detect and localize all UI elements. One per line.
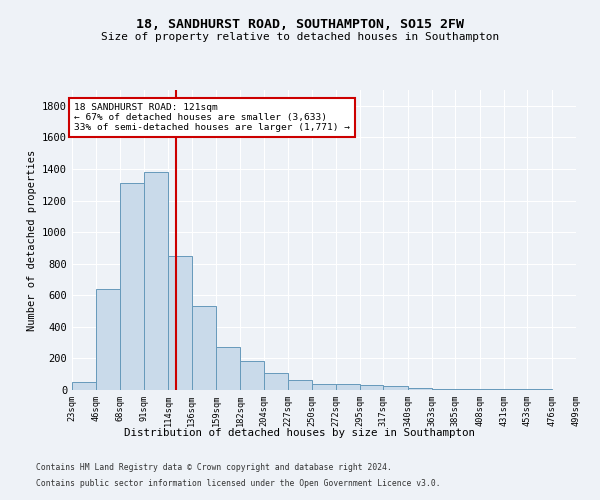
Bar bbox=[383, 386, 407, 390]
Text: 18, SANDHURST ROAD, SOUTHAMPTON, SO15 2FW: 18, SANDHURST ROAD, SOUTHAMPTON, SO15 2F… bbox=[136, 18, 464, 30]
Text: 18 SANDHURST ROAD: 121sqm
← 67% of detached houses are smaller (3,633)
33% of se: 18 SANDHURST ROAD: 121sqm ← 67% of detac… bbox=[74, 102, 350, 132]
Bar bbox=[241, 361, 263, 390]
Bar bbox=[479, 389, 504, 390]
Text: Contains public sector information licensed under the Open Government Licence v3: Contains public sector information licen… bbox=[36, 478, 440, 488]
Bar bbox=[72, 382, 97, 390]
Bar bbox=[191, 306, 216, 390]
Bar bbox=[407, 388, 432, 390]
Bar bbox=[455, 389, 479, 390]
Bar bbox=[288, 380, 313, 390]
Bar bbox=[97, 289, 119, 390]
Bar bbox=[144, 172, 169, 390]
Bar bbox=[169, 256, 191, 390]
Text: Contains HM Land Registry data © Crown copyright and database right 2024.: Contains HM Land Registry data © Crown c… bbox=[36, 464, 392, 472]
Text: Size of property relative to detached houses in Southampton: Size of property relative to detached ho… bbox=[101, 32, 499, 42]
Bar bbox=[119, 183, 144, 390]
Bar bbox=[527, 389, 551, 390]
Bar bbox=[216, 346, 241, 390]
Bar bbox=[504, 389, 527, 390]
Bar bbox=[313, 384, 335, 390]
Y-axis label: Number of detached properties: Number of detached properties bbox=[26, 150, 37, 330]
Bar bbox=[360, 386, 383, 390]
Bar bbox=[432, 389, 455, 390]
Bar bbox=[263, 374, 288, 390]
Text: Distribution of detached houses by size in Southampton: Distribution of detached houses by size … bbox=[125, 428, 476, 438]
Bar bbox=[335, 384, 360, 390]
